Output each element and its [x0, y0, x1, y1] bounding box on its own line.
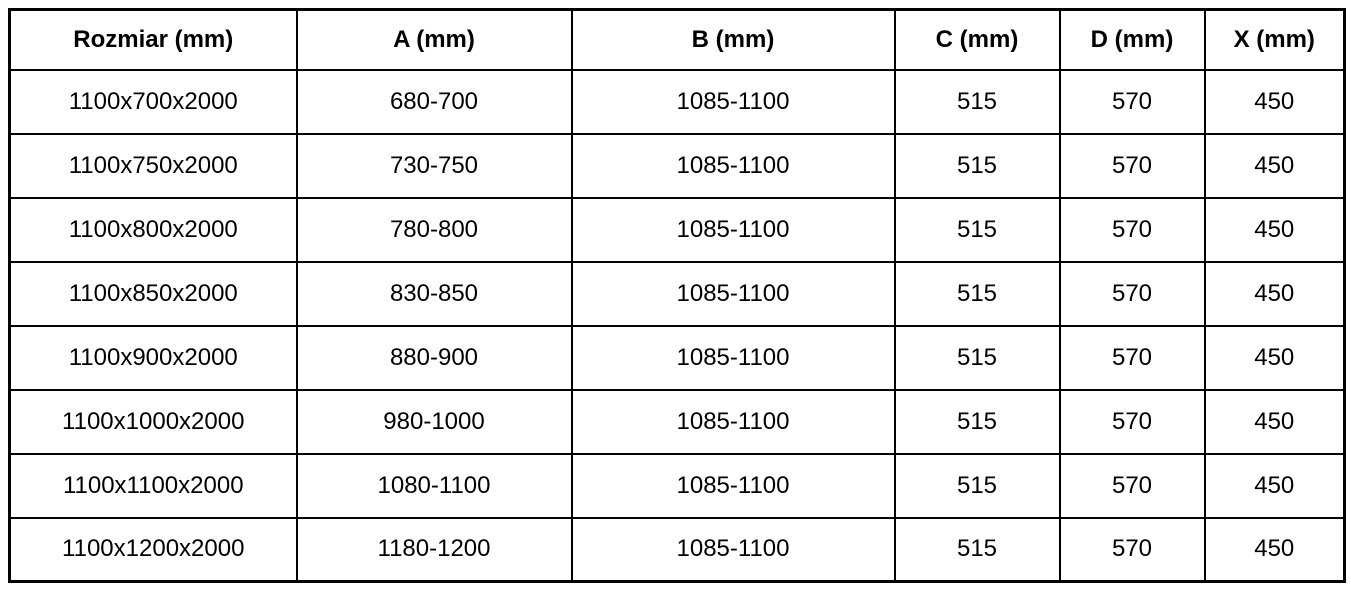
table-cell: 515 — [893, 68, 1061, 135]
header-cell-3: C (mm) — [893, 8, 1061, 71]
table-row: 1100x750x2000 730-750 1085-1100 515 570 450 — [8, 132, 1346, 199]
table-cell: 570 — [1058, 68, 1206, 135]
table-cell: 1100x900x2000 — [8, 324, 298, 391]
table-cell: 830-850 — [295, 260, 573, 327]
table-cell: 570 — [1058, 132, 1206, 199]
table-cell: 515 — [893, 516, 1061, 583]
table-cell: 730-750 — [295, 132, 573, 199]
table-cell: 450 — [1203, 516, 1346, 583]
table-cell: 1100x1000x2000 — [8, 388, 298, 455]
table-cell: 1100x800x2000 — [8, 196, 298, 263]
table-cell: 680-700 — [295, 68, 573, 135]
table-cell: 1100x700x2000 — [8, 68, 298, 135]
table-cell: 780-800 — [295, 196, 573, 263]
table-cell: 570 — [1058, 516, 1206, 583]
table-cell: 515 — [893, 260, 1061, 327]
table-cell: 1085-1100 — [570, 132, 896, 199]
table-row: 1100x900x2000 880-900 1085-1100 515 570 450 — [8, 324, 1346, 391]
table-cell: 1085-1100 — [570, 68, 896, 135]
table-cell: 880-900 — [295, 324, 573, 391]
table-cell: 450 — [1203, 452, 1346, 519]
table-cell: 1085-1100 — [570, 260, 896, 327]
table-cell: 450 — [1203, 324, 1346, 391]
table-cell: 980-1000 — [295, 388, 573, 455]
table-cell: 450 — [1203, 196, 1346, 263]
table-cell: 450 — [1203, 132, 1346, 199]
table-cell: 570 — [1058, 388, 1206, 455]
table-cell: 570 — [1058, 324, 1206, 391]
table-cell: 1085-1100 — [570, 452, 896, 519]
table-cell: 450 — [1203, 388, 1346, 455]
table-cell: 1085-1100 — [570, 388, 896, 455]
table-cell: 1080-1100 — [295, 452, 573, 519]
table-cell: 450 — [1203, 68, 1346, 135]
table-row: 1100x1000x2000 980-1000 1085-1100 515 570 450 — [8, 388, 1346, 455]
table-cell: 515 — [893, 388, 1061, 455]
table-cell: 570 — [1058, 260, 1206, 327]
table-cell: 515 — [893, 196, 1061, 263]
header-cell-5: X (mm) — [1203, 8, 1346, 71]
header-cell-1: A (mm) — [295, 8, 573, 71]
table-cell: 570 — [1058, 196, 1206, 263]
header-cell-2: B (mm) — [570, 8, 896, 71]
table-cell: 1100x1100x2000 — [8, 452, 298, 519]
table-row: 1100x800x2000 780-800 1085-1100 515 570 450 — [8, 196, 1346, 263]
table-cell: 450 — [1203, 260, 1346, 327]
table-cell: 515 — [893, 132, 1061, 199]
table-cell: 570 — [1058, 452, 1206, 519]
table-header: Rozmiar (mm) A (mm) B (mm) C (mm) D (mm) X (m… — [8, 8, 1346, 71]
size-spec-table: Rozmiar (mm) A (mm) B (mm) C (mm) D (mm) X (m… — [8, 8, 1346, 583]
table-cell: 1085-1100 — [570, 516, 896, 583]
table-cell: 515 — [893, 324, 1061, 391]
header-cell-0: Rozmiar (mm) — [8, 8, 298, 71]
table-cell: 1100x1200x2000 — [8, 516, 298, 583]
header-cell-4: D (mm) — [1058, 8, 1206, 71]
table-cell: 1085-1100 — [570, 196, 896, 263]
table-cell: 1180-1200 — [295, 516, 573, 583]
table-cell: 1100x850x2000 — [8, 260, 298, 327]
table-row: 1100x850x2000 830-850 1085-1100 515 570 450 — [8, 260, 1346, 327]
table-body: 1100x700x2000 680-700 1085-1100 515 570 450 11… — [8, 68, 1346, 583]
table-row: 1100x1100x2000 1080-1100 1085-1100 515 570 45… — [8, 452, 1346, 519]
table-cell: 1100x750x2000 — [8, 132, 298, 199]
table-cell: 1085-1100 — [570, 324, 896, 391]
header-row: Rozmiar (mm) A (mm) B (mm) C (mm) D (mm) X (m… — [8, 8, 1346, 71]
table-cell: 515 — [893, 452, 1061, 519]
table-row: 1100x1200x2000 1180-1200 1085-1100 515 570 45… — [8, 516, 1346, 583]
table-row: 1100x700x2000 680-700 1085-1100 515 570 450 — [8, 68, 1346, 135]
